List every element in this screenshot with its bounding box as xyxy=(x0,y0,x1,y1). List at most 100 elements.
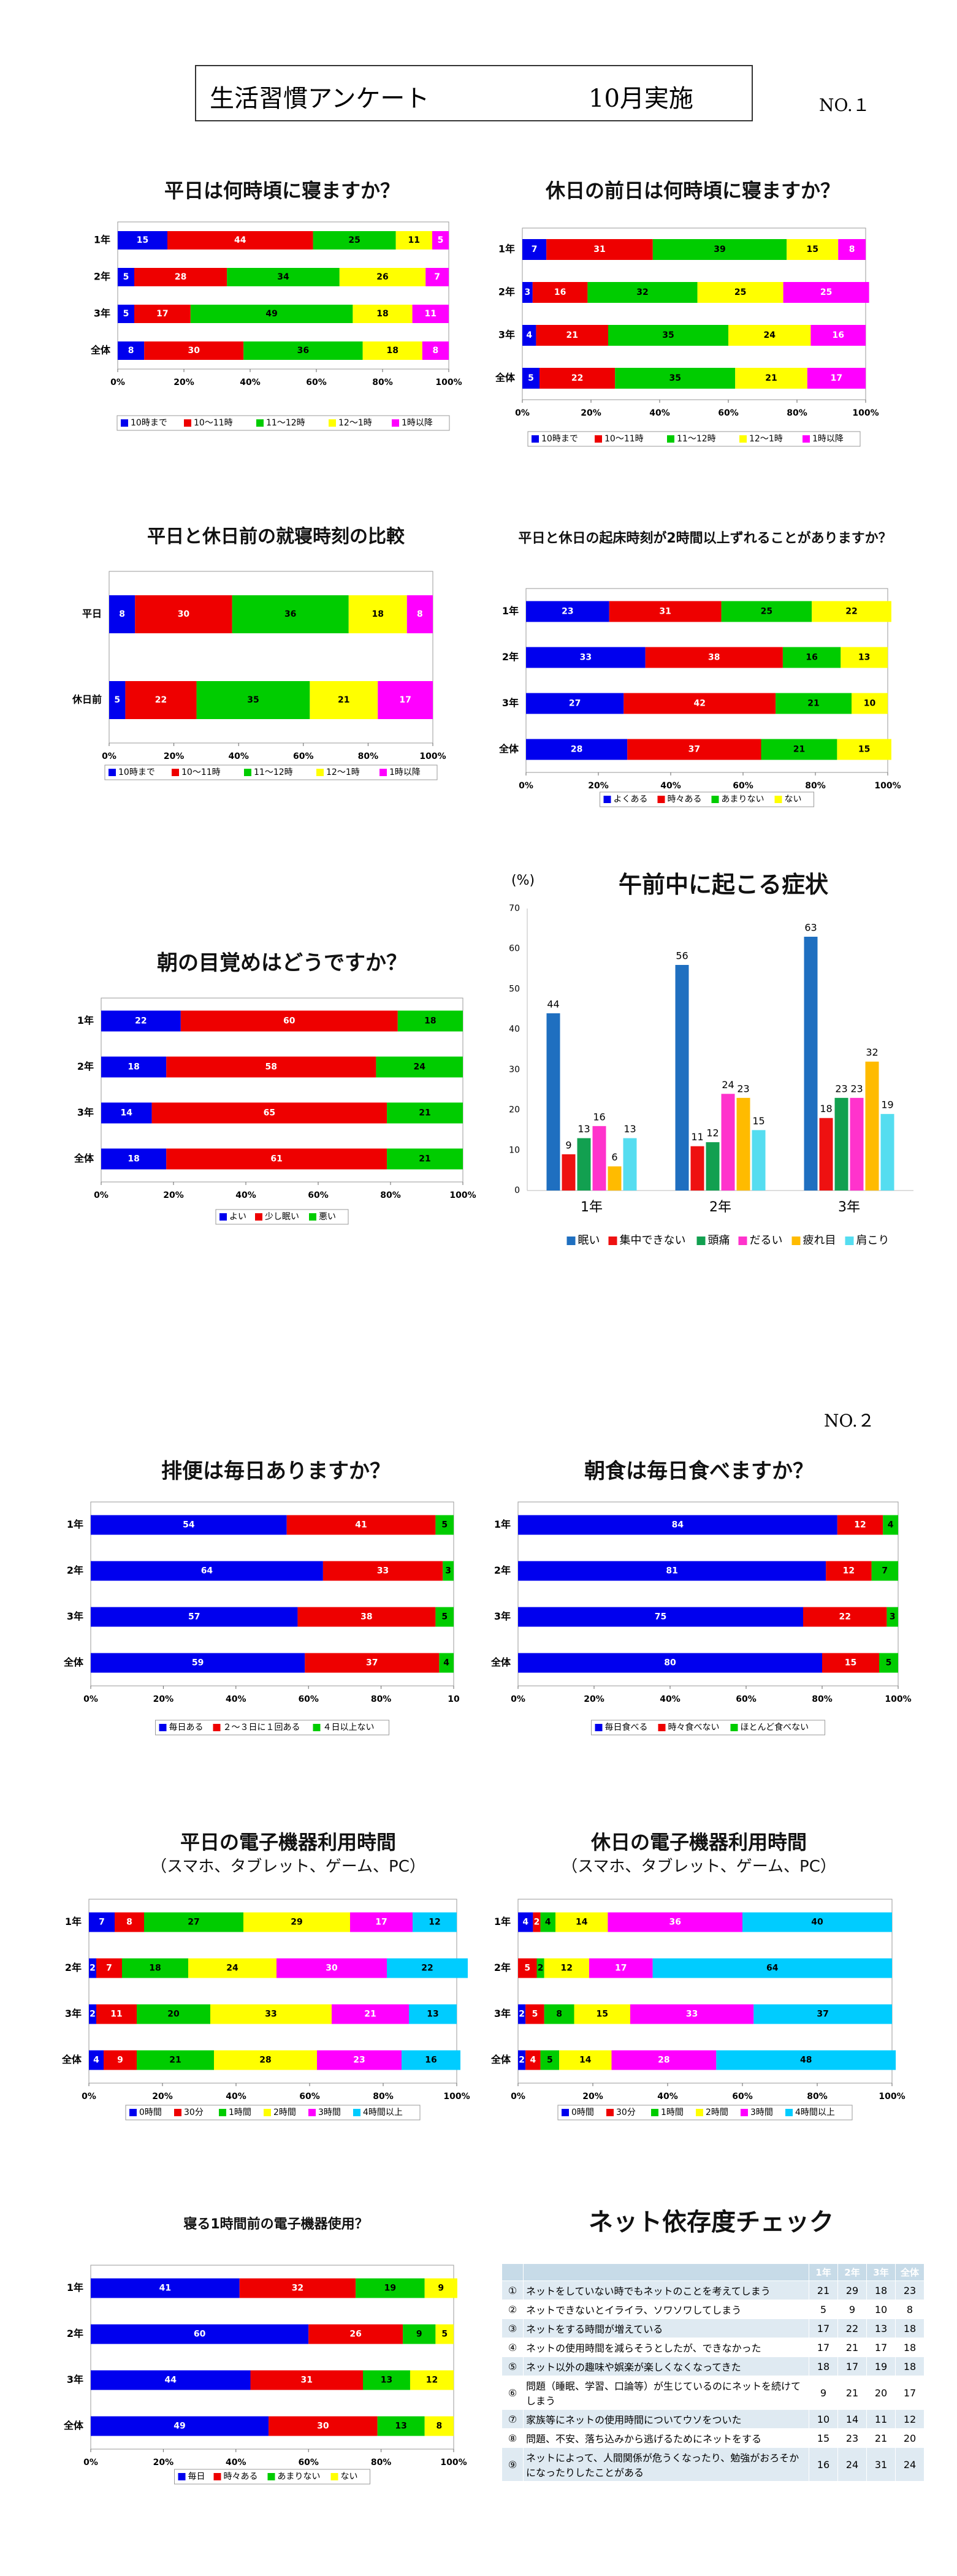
bar-segment xyxy=(410,2370,454,2390)
bar-segment xyxy=(753,2004,892,2024)
data-label: 25 xyxy=(761,607,772,617)
data-label: 80 xyxy=(664,1658,676,1668)
data-label: 54 xyxy=(183,1520,195,1530)
legend-label: 毎日 xyxy=(188,2472,205,2482)
row-value: 13 xyxy=(866,2319,896,2338)
net-table-header-idx xyxy=(501,2263,524,2281)
data-label: 23 xyxy=(562,607,573,617)
x-tick-label: 80% xyxy=(371,1694,392,1704)
category-label: 休日前 xyxy=(72,694,102,706)
plot-frame xyxy=(90,2265,454,2450)
bar-segment xyxy=(559,2050,612,2070)
data-label: 65 xyxy=(264,1108,275,1118)
x-tick-label: 80% xyxy=(812,1694,833,1704)
legend-label: 4時間以上 xyxy=(363,2108,403,2117)
legend-c7: 毎日ある ２～３日に１回ある ４日以上ない xyxy=(155,1720,389,1736)
x-tick-label: 0% xyxy=(83,2458,98,2467)
legend-label: 10時まで xyxy=(541,434,578,444)
bar-segment xyxy=(424,2416,454,2436)
legend-swatch xyxy=(309,1213,316,1221)
legend-swatch xyxy=(658,1724,666,1731)
bar-segment xyxy=(104,2050,137,2070)
bar-segment xyxy=(787,239,839,260)
bar-segment xyxy=(697,282,784,303)
x-tick-label: 60% xyxy=(306,378,327,387)
row-text: ネットできないとイライラ、ソワソワしてしまう xyxy=(523,2300,809,2319)
category-label: 2年 xyxy=(502,651,519,663)
y-tick-label: 20 xyxy=(509,1105,520,1115)
bar-segment xyxy=(276,1958,387,1978)
data-label: 2 xyxy=(534,1918,540,1927)
data-label: 21 xyxy=(169,2056,181,2065)
legend-label: ない xyxy=(785,795,802,804)
bar-segment xyxy=(397,1010,463,1032)
data-label: 15 xyxy=(752,1115,764,1127)
bar-segment xyxy=(526,601,609,622)
bar-segment xyxy=(652,1958,892,1978)
data-label: 33 xyxy=(377,1566,389,1576)
x-tick-label: 0% xyxy=(515,408,530,418)
legend-frame xyxy=(155,1720,389,1736)
x-tick-label: 100% xyxy=(852,408,879,418)
x-tick-label: 100% xyxy=(874,781,901,791)
x-tick-label: 60% xyxy=(733,781,753,791)
legend-swatch xyxy=(739,435,747,443)
bar-segment xyxy=(522,282,533,303)
bar-segment xyxy=(536,1958,544,1978)
legend-swatch xyxy=(657,796,665,803)
row-text: ネットによって、人間関係が危うくなったり、勉強がおろそかになったりしたことがある xyxy=(523,2447,809,2482)
bar-segment xyxy=(525,2050,541,2070)
data-label: 38 xyxy=(360,1612,372,1622)
row-index: ⑦ xyxy=(501,2409,524,2429)
legend-swatch xyxy=(803,435,810,443)
category-label: 1年 xyxy=(77,1015,94,1026)
data-label: 21 xyxy=(419,1154,430,1164)
bar-segment xyxy=(611,2050,717,2070)
data-label: 37 xyxy=(817,2010,828,2019)
bar-segment xyxy=(214,2050,317,2070)
net-table-row: ② ネットできないとイライラ、ソワソワしてしまう 5 9 10 8 xyxy=(501,2300,925,2319)
legend-label: 3時間 xyxy=(750,2108,773,2117)
data-label: 22 xyxy=(571,373,583,383)
row-value: 21 xyxy=(809,2281,838,2300)
data-label: 75 xyxy=(655,1612,666,1622)
legend-label: 30分 xyxy=(184,2108,204,2117)
header-box: 生活習慣アンケート 10月実施 xyxy=(195,65,753,121)
legend-label: あまりない xyxy=(278,2472,321,2482)
category-label: 2年 xyxy=(498,286,515,298)
data-label: 31 xyxy=(593,245,605,254)
data-label: 5 xyxy=(547,2056,553,2065)
row-index: ② xyxy=(501,2300,524,2319)
category-label: 2年 xyxy=(67,2328,83,2339)
data-label: 44 xyxy=(234,235,246,245)
x-tick-label: 0% xyxy=(110,378,125,387)
legend-label: だるい xyxy=(750,1234,783,1247)
data-label: 5 xyxy=(524,1964,530,1973)
net-table-row: ⑥ 問題（睡眠、学習、口論等）が生じているのにネットを続けてしまう 9 21 20 17 xyxy=(501,2376,925,2410)
bar-segment xyxy=(91,1653,305,1673)
legend-label: 10～11時 xyxy=(604,434,644,444)
row-text: 問題（睡眠、学習、口論等）が生じているのにネットを続けてしまう xyxy=(523,2376,809,2410)
net-dependency-table: 1年 2年 3年 全体 ① ネットをしていない時でもネットのことを考えてしまう 21… xyxy=(501,2263,925,2482)
x-tick-label: 20% xyxy=(164,752,185,761)
data-label: 23 xyxy=(850,1083,863,1094)
data-label: 9 xyxy=(565,1139,571,1151)
data-label: 28 xyxy=(259,2056,271,2065)
legend-c9: 0時間 30分 1時間 2時間 3時間 4時間以上 xyxy=(125,2105,421,2121)
bar xyxy=(865,1061,879,1191)
x-tick-label: 10 xyxy=(448,1694,460,1704)
category-label: 2年 xyxy=(67,1564,83,1576)
data-label: 25 xyxy=(734,288,746,297)
data-label: 26 xyxy=(376,272,388,282)
bar-segment xyxy=(518,2004,526,2024)
x-tick-label: 80% xyxy=(805,781,826,791)
category-label: 2年 xyxy=(494,1962,511,1973)
data-label: 2 xyxy=(538,1964,544,1973)
bar-segment xyxy=(837,1515,883,1535)
legend-swatch xyxy=(595,435,602,443)
chart-c4: 1年 23 31 25 22 2年 33 38 16 13 3年 27 42 21 10 全体 28 37 21 15… xyxy=(498,588,901,807)
x-tick-label: 60% xyxy=(298,2458,319,2467)
bar-segment xyxy=(363,2370,410,2390)
data-label: 36 xyxy=(297,346,309,356)
legend-swatch xyxy=(308,2109,316,2116)
